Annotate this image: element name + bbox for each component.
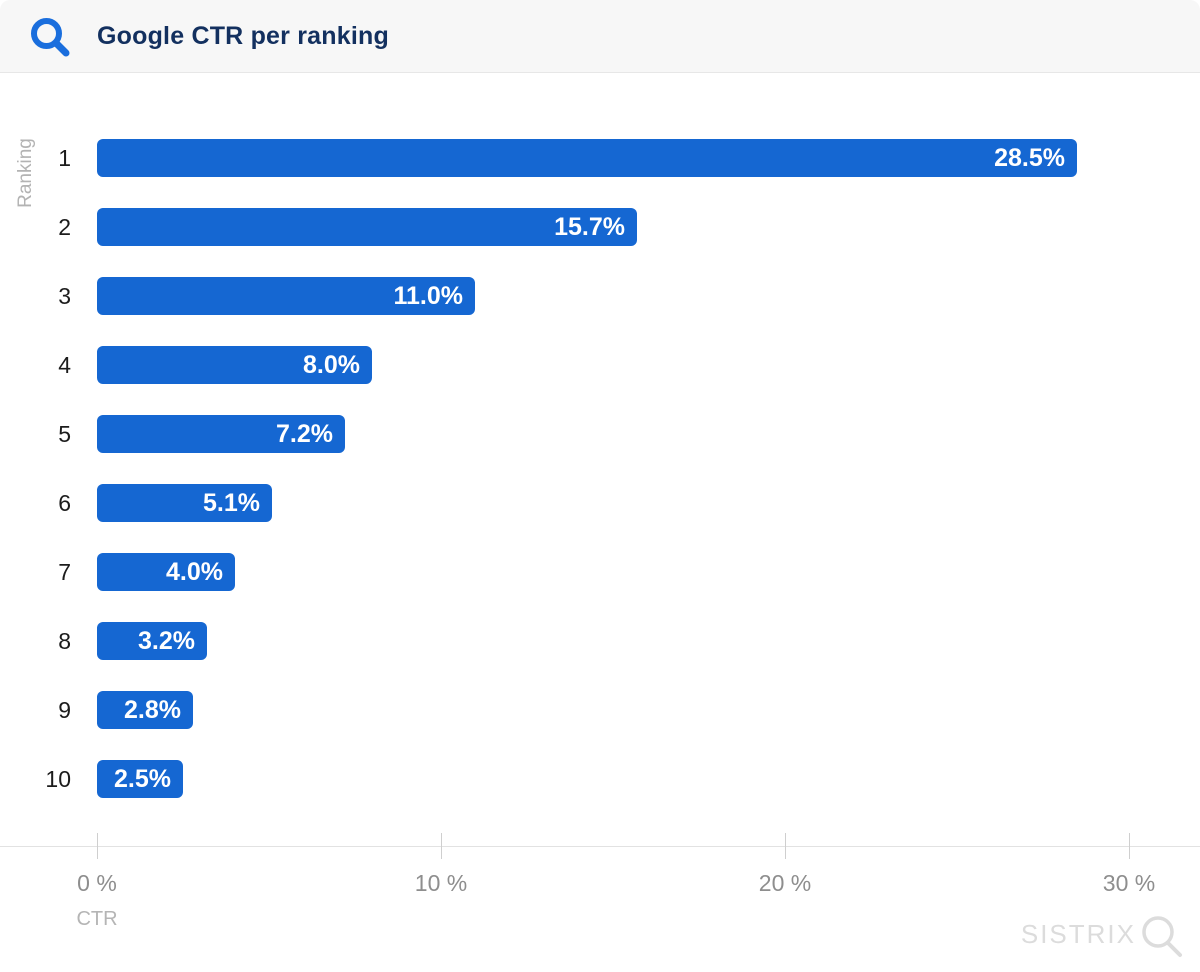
x-axis-title: CTR	[76, 908, 118, 930]
bar-value-label: 3.2%	[138, 627, 195, 655]
page-title: Google CTR per ranking	[97, 22, 389, 50]
x-axis-tick-label: 0 %	[77, 870, 117, 896]
ranking-tick-label: 10	[45, 766, 71, 792]
ctr-bar: 8.0%	[97, 346, 372, 384]
ctr-bar: 15.7%	[97, 208, 637, 246]
x-axis-tick-label: 10 %	[414, 870, 468, 896]
bar-value-label: 4.0%	[166, 558, 223, 586]
bar-row: 7 4.0%	[0, 553, 1200, 591]
bar-row: 10 2.5%	[0, 760, 1200, 798]
bar-value-label: 8.0%	[303, 351, 360, 379]
ranking-tick-label: 7	[58, 559, 71, 585]
bar-row: 4 8.0%	[0, 346, 1200, 384]
bar-value-label: 2.8%	[124, 696, 181, 724]
x-axis-tick-mark	[440, 833, 442, 859]
chart-header: Google CTR per ranking	[0, 0, 1200, 73]
ctr-bar: 4.0%	[97, 553, 235, 591]
x-axis-line	[0, 846, 1200, 847]
sistrix-watermark: SISTRIX	[1021, 910, 1186, 958]
ctr-bar: 5.1%	[97, 484, 272, 522]
ctr-bar: 11.0%	[97, 277, 475, 315]
ranking-tick-label: 5	[58, 421, 71, 447]
ranking-tick-label: 4	[58, 352, 71, 378]
bar-value-label: 7.2%	[276, 420, 333, 448]
x-axis-tick-label: 20 %	[758, 870, 812, 896]
ranking-tick-label: 2	[58, 214, 71, 240]
ranking-tick-label: 8	[58, 628, 71, 654]
ranking-tick-label: 3	[58, 283, 71, 309]
bar-row: 9 2.8%	[0, 691, 1200, 729]
bar-value-label: 15.7%	[554, 213, 625, 241]
bar-row: 6 5.1%	[0, 484, 1200, 522]
bar-row: 8 3.2%	[0, 622, 1200, 660]
sistrix-magnifier-icon	[1142, 916, 1182, 957]
bar-value-label: 11.0%	[393, 282, 463, 310]
ctr-bar: 2.5%	[97, 760, 183, 798]
bar-row: 2 15.7%	[0, 208, 1200, 246]
bar-value-label: 2.5%	[114, 765, 171, 793]
bar-row: 3 11.0%	[0, 277, 1200, 315]
ctr-bar: 7.2%	[97, 415, 345, 453]
ctr-bar: 2.8%	[97, 691, 193, 729]
x-axis-tick-mark	[1128, 833, 1130, 859]
search-icon	[31, 18, 70, 57]
sistrix-logo-text: SISTRIX	[1020, 919, 1136, 949]
ctr-bar: 28.5%	[97, 139, 1077, 177]
ctr-bar: 3.2%	[97, 622, 207, 660]
bar-value-label: 5.1%	[203, 489, 260, 517]
ranking-tick-label: 6	[58, 490, 71, 516]
bar-row: 1 28.5%	[0, 139, 1200, 177]
x-axis-tick-mark	[784, 833, 786, 859]
bar-value-label: 28.5%	[994, 144, 1065, 172]
ranking-tick-label: 9	[58, 697, 71, 723]
x-axis-tick-label: 30 %	[1102, 870, 1156, 896]
x-axis-tick-mark	[96, 833, 98, 859]
bar-row: 5 7.2%	[0, 415, 1200, 453]
ranking-tick-label: 1	[58, 145, 71, 171]
